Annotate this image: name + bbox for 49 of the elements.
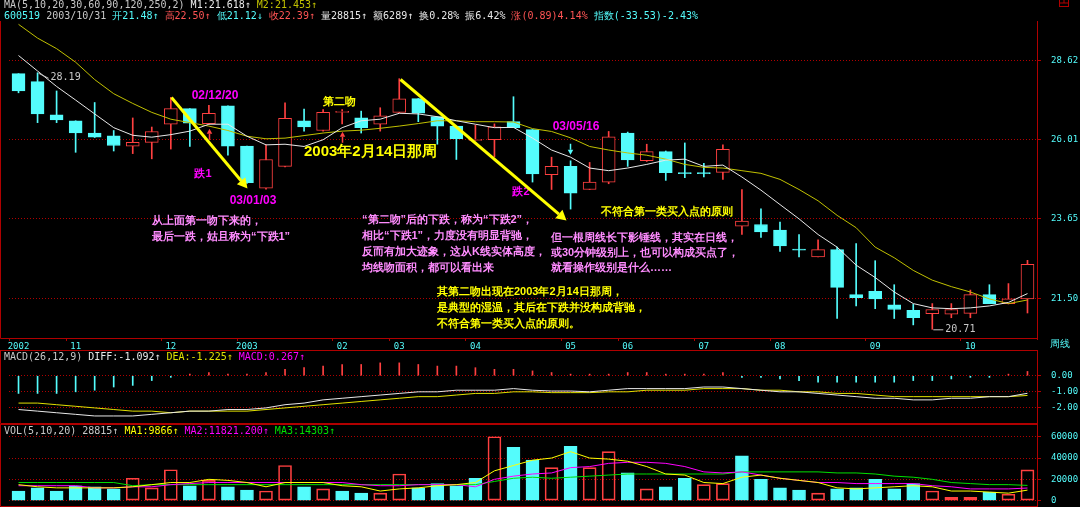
annotation: 03/01/03 — [229, 192, 277, 207]
y-tick-label: 28.62 — [1051, 54, 1079, 65]
y-tick-label: 21.50 — [1051, 292, 1079, 303]
text: DEA:-1.225↑ — [166, 351, 233, 363]
annotation: 不符合第一类买入点的原则 — [600, 205, 733, 219]
y-tick-label: 23.65 — [1051, 213, 1079, 224]
chart-title: MACD(26,12,9) — [4, 351, 83, 363]
y-tick-label: 20000 — [1051, 473, 1079, 484]
annotation: 其第二吻出现在2003年2月14日那周，是典型的湿温，其后在下跌并没构成背驰，不符合第一类买入点的原则。 — [436, 285, 646, 331]
annotation: 28.19 — [50, 71, 81, 83]
text: 周线 — [1050, 337, 1070, 349]
text: MA1:9866↑ — [124, 424, 179, 436]
text: M1:21.618↑ — [190, 0, 251, 11]
x-tick-label: 03 — [393, 340, 405, 351]
annotation: 跌1 — [193, 167, 212, 180]
x-tick-label: 04 — [469, 340, 481, 351]
x-tick-label: 08 — [774, 340, 786, 351]
x-tick-label: 02 — [336, 340, 348, 351]
x-tick-label: 05 — [565, 340, 577, 351]
annotation: 20.71 — [945, 322, 976, 334]
y-tick-label: -1.00 — [1051, 386, 1079, 397]
y-tick-label: 0.00 — [1051, 370, 1073, 381]
x-tick-label: 07 — [698, 340, 710, 351]
x-tick-label: 09 — [869, 340, 881, 351]
x-tick-label: 11 — [70, 340, 82, 351]
annotation: 从上面第一吻下来的，最后一跌，姑且称为“下跌1” — [151, 214, 291, 243]
text: M2:21.453↑ — [256, 0, 318, 11]
x-tick-label: 2003 — [236, 340, 258, 351]
text: DIFF:-1.092↑ — [88, 351, 161, 363]
annotation: 2003年2月14日那周 — [304, 142, 438, 160]
text: MA3:14303↑ — [274, 424, 336, 436]
y-tick-label: 40000 — [1051, 452, 1079, 463]
chart-title: VOL(5,10,20) 28815↑ — [4, 424, 119, 436]
text: 600519 2003/10/31 开21.48↑ 高22.50↑ 低21.12↓ 收22.39↑ 量28815↑ 额6289↑ 换0.28% 振6.42% 涨(0.89)4.14% 指数(-33.53)-2.43% — [4, 9, 698, 21]
x-tick-label: 10 — [964, 340, 976, 351]
text: MA2:11821.200↑ — [184, 424, 269, 436]
annotation: 03/05/16 — [552, 119, 600, 134]
x-tick-label: 06 — [622, 340, 634, 351]
annotation: 第二吻 — [321, 95, 356, 108]
x-tick-label: 2002 — [7, 340, 30, 351]
annotation: 02/12/20 — [191, 88, 239, 103]
y-tick-label: -2.00 — [1051, 402, 1079, 413]
annotation: “第二吻”后的下跌，称为“下跌2”，相比“下跌1”，力度没有明显背驰，反而有加大迹象，这从K线实体高度，均线吻面积，都可以看出来 — [361, 213, 546, 274]
annotation: MACD:0.267↑ — [238, 351, 305, 363]
x-tick-label: 12 — [165, 340, 177, 351]
y-tick-label: 0 — [1051, 494, 1057, 505]
annotation: 但一根周线长下影锤线，其实在日线，或30分钟级别上，也可以构成买点了，就看操作级别是什么…… — [550, 231, 740, 275]
y-tick-label: 26.01 — [1051, 134, 1079, 145]
y-tick-label: 60000 — [1051, 431, 1079, 442]
